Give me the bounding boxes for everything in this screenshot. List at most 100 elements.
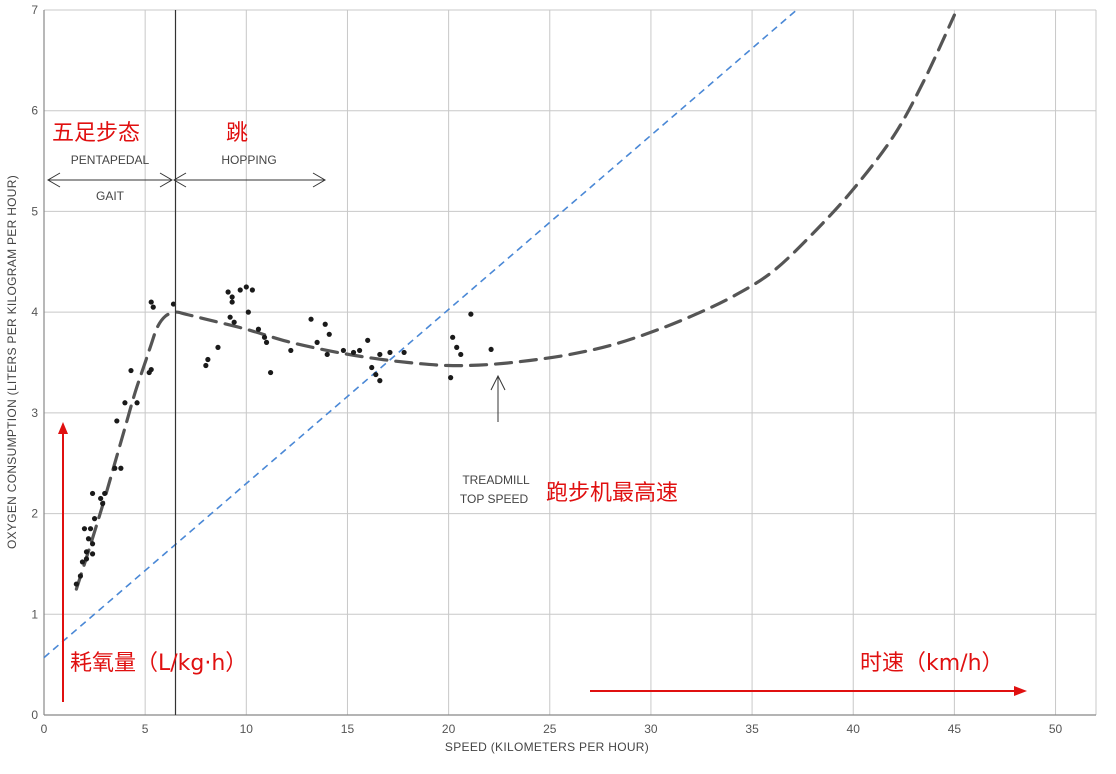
data-point [122,400,128,406]
data-point [261,334,268,340]
data-point [112,465,118,471]
data-point [83,556,90,562]
data-point [215,344,221,350]
data-point [324,351,330,358]
data-point [148,366,154,373]
data-point [468,311,474,317]
data-point [387,349,393,356]
y-tick-label: 3 [31,406,38,420]
pentapedal-arrowhead-right [159,172,173,188]
x-tick-label: 40 [847,722,861,736]
data-point [89,551,96,557]
data-point [89,541,96,547]
cn-hopping-label: 跳 [226,121,248,146]
data-point [377,378,383,384]
data-point [100,500,106,507]
data-point [263,339,270,345]
pentapedal-arrowhead-left [47,172,61,188]
data-point [98,495,104,502]
data-point [488,346,494,353]
data-point [326,331,332,337]
data-point [450,334,456,340]
fitted-dashed-curve [74,13,956,591]
cn-y-axis-label: 耗氧量（L/kg·h） [70,651,247,676]
y-tick-label: 0 [31,708,38,722]
data-point [77,573,84,579]
x-tick-label: 5 [142,722,149,736]
y-tick-label: 1 [31,607,38,621]
data-point [128,367,134,374]
data-point [148,299,154,305]
treadmill-arrowhead [490,374,506,391]
cn-x-axis-label: 时速（km/h） [860,651,1004,676]
hopping-label: HOPPING [221,153,276,167]
y-tick-label: 4 [31,305,38,319]
y-tick-label: 2 [31,507,38,521]
data-point [85,536,92,542]
data-point [134,400,140,406]
data-point [229,294,235,300]
data-point [81,526,88,532]
x-tick-label: 20 [442,722,456,736]
data-point [237,287,243,293]
x-tick-label: 50 [1049,722,1063,736]
cn-pentapedal-label: 五足步态 [52,121,140,146]
data-points [73,284,494,587]
data-point [225,289,231,295]
data-point [150,304,156,310]
treadmill-label-line2: TOP SPEED [460,492,529,506]
x-axis-title: SPEED (KILOMETERS PER HOUR) [445,740,649,754]
data-point [89,490,96,497]
x-tick-label: 10 [240,722,254,736]
data-point [377,351,383,358]
data-point [401,349,407,356]
x-tick-label: 30 [644,722,658,736]
hopping-arrowhead-left [173,172,187,188]
x-tick-label: 0 [41,722,48,736]
data-point [83,549,90,555]
data-point [350,349,357,356]
y-tick-labels: 0 1 2 3 4 5 6 7 [31,3,38,722]
cn-treadmill-label: 跑步机最高速 [546,481,678,506]
data-point [458,351,464,358]
data-point [227,314,233,320]
x-tick-labels: 0 5 10 15 20 25 30 35 40 45 50 [41,722,1063,736]
data-point [255,326,262,332]
y-tick-label: 5 [31,204,38,218]
gait-label: GAIT [96,189,125,203]
x-tick-label: 25 [543,722,557,736]
data-point [205,356,211,363]
data-point [357,347,363,354]
pentapedal-label: PENTAPEDAL [71,153,150,167]
data-point [454,344,460,350]
data-point [288,347,294,354]
blue-reference-line [43,9,798,659]
treadmill-label-line1: TREADMILL [462,473,530,487]
data-point [245,309,251,315]
data-point [91,516,98,522]
data-point [73,581,79,587]
data-point [203,362,209,369]
x-red-arrowhead [1014,686,1027,696]
data-point [102,490,108,497]
data-point [308,316,314,322]
y-tick-label: 7 [31,3,38,17]
data-point [114,418,120,424]
y-tick-label: 6 [31,104,38,118]
data-point [365,337,371,343]
x-tick-label: 45 [948,722,962,736]
data-point [369,364,375,371]
data-point [118,465,124,471]
data-point [340,347,347,354]
hopping-arrowhead-right [312,172,326,188]
data-point [231,319,237,325]
data-point [267,369,274,376]
data-point [170,301,177,307]
data-point [243,284,249,290]
x-tick-label: 15 [341,722,355,736]
data-point [249,287,255,293]
data-point [314,339,320,345]
data-point [87,526,94,532]
data-point [448,375,454,381]
